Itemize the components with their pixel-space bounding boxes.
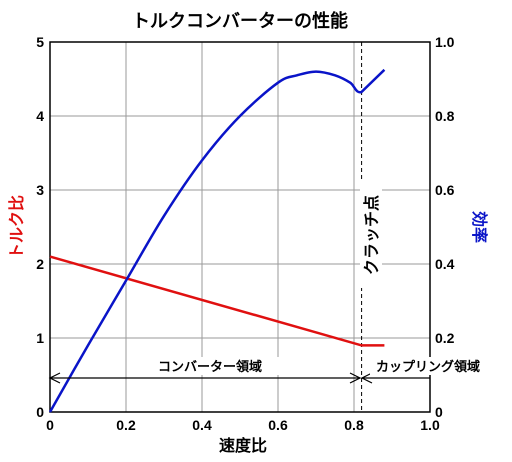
y-right-tick-labels: 0 0.2 0.4 0.6 0.8 1.0 [435, 34, 455, 420]
converter-arrow-head-left [48, 372, 61, 384]
y-axis-left-label: トルク比 [7, 195, 26, 259]
x-tick-label: 1.0 [420, 417, 440, 433]
y-left-tick-label: 4 [36, 108, 44, 124]
y-right-tick-label: 0.6 [435, 182, 455, 198]
x-tick-labels: 0 0.2 0.4 0.6 0.8 1.0 [46, 417, 440, 433]
x-tick-label: 0 [46, 417, 54, 433]
plot-frame [49, 41, 431, 413]
y-axis-right-label: 効率 [470, 211, 489, 243]
x-tick-label: 0.8 [344, 417, 364, 433]
y-right-tick-label: 0.8 [435, 108, 455, 124]
y-right-tick-label: 0 [435, 404, 443, 420]
coupling-region-label: カップリング領域 [376, 359, 480, 375]
coupling-label-bg [370, 357, 510, 375]
y-left-tick-label: 1 [36, 330, 44, 346]
y-left-tick-label: 5 [36, 34, 44, 50]
torque-ratio-line [49, 255, 385, 347]
clutch-point-label: クラッチ点 [362, 195, 381, 275]
y-left-tick-label: 3 [36, 182, 44, 198]
y-right-tick-label: 1.0 [435, 34, 455, 50]
efficiency-line [48, 68, 386, 413]
chart-title: トルクコンバーターの性能 [132, 10, 348, 32]
y-right-tick-label: 0.4 [435, 256, 455, 272]
converter-region-label: コンバーター領域 [158, 359, 262, 375]
clutch-label-bg [360, 182, 382, 288]
y-left-tick-labels: 0 1 2 3 4 5 [36, 34, 44, 420]
y-left-tick-label: 2 [36, 256, 44, 272]
x-tick-label: 0.4 [192, 417, 212, 433]
grid-lines [50, 42, 430, 412]
coupling-arrow-head-left [360, 372, 373, 384]
y-left-tick-label: 0 [36, 404, 44, 420]
x-tick-label: 0.2 [116, 417, 136, 433]
x-tick-label: 0.6 [268, 417, 288, 433]
y-right-tick-label: 0.2 [435, 330, 455, 346]
converter-label-bg [135, 357, 285, 375]
x-axis-label: 速度比 [219, 436, 267, 455]
converter-arrow-head-right [349, 372, 362, 384]
